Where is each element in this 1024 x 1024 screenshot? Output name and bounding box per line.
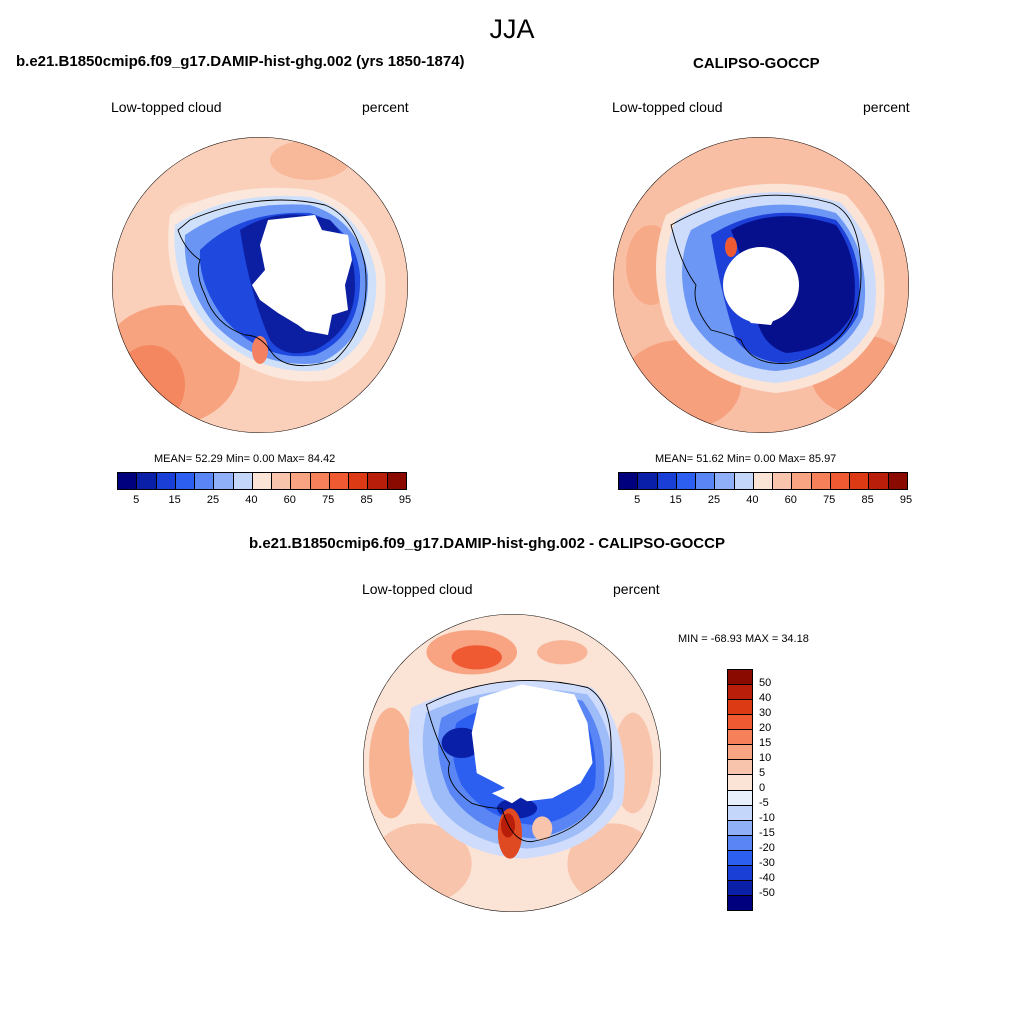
panel-2-colorbar-swatch [887,473,907,489]
panel-3-colorbar-tick-label: -5 [759,797,769,809]
panel-2-colorbar-swatch [619,473,638,489]
panel-1-colorbar-swatch [328,473,349,489]
panel-2-colorbar-tick-label: 25 [707,494,721,506]
panel-3-colorbar-tick-label: -20 [759,842,775,854]
panel-3-colorbar-swatch [728,819,752,835]
panel-3-stats: MIN = -68.93 MAX = 34.18 [678,633,809,645]
panel-3-colorbar-swatch [728,804,752,820]
panel-3-colorbar-swatch [728,670,752,685]
panel-2-variable-label: Low-topped cloud [612,99,723,115]
panel-3-colorbar-tick-label: -15 [759,827,775,839]
panel-2-colorbar-swatch [656,473,676,489]
panel-1-colorbar-swatch [194,473,214,489]
panel-3-colorbar-tick-label: -50 [759,887,775,899]
panel-1-colorbar [117,472,407,490]
panel-1-colorbar-swatch [367,473,387,489]
panel-1-colorbar-swatch [386,473,406,489]
panel-2-colorbar-swatch [829,473,850,489]
panel-2-colorbar-swatch [637,473,657,489]
panel-3-title: b.e21.B1850cmip6.f09_g17.DAMIP-hist-ghg.… [249,535,725,552]
panel-2-colorbar-swatch [791,473,811,489]
panel-1-colorbar-tick-label: 60 [283,494,296,506]
panel-3-colorbar-swatch [728,789,752,805]
panel-2-colorbar-tick-label: 75 [823,494,836,506]
panel-3-colorbar-tick-label: 20 [759,722,772,734]
panel-2-colorbar-tick-label: 85 [861,494,874,506]
panel-3-colorbar-tick-label: 30 [759,707,772,719]
panel-2-colorbar-tick-label: 5 [634,494,641,506]
panel-2-stats: MEAN= 51.62 Min= 0.00 Max= 85.97 [655,453,837,465]
panel-3-colorbar [727,669,753,911]
panel-1-colorbar-swatch [309,473,329,489]
panel-2-polar-map [613,137,909,433]
panel-1-colorbar-swatch [213,473,233,489]
panel-3-colorbar-swatch [728,774,752,790]
panel-2-colorbar-swatch [772,473,792,489]
panel-1-colorbar-tick-label: 40 [245,494,258,506]
panel-1-colorbar-tick-label: 95 [398,494,412,506]
panel-1-colorbar-swatch [136,473,156,489]
main-title: JJA [489,14,535,44]
panel-3-polar-map [363,614,661,912]
panel-2-colorbar [618,472,908,490]
panel-3-variable-label: Low-topped cloud [362,581,473,597]
panel-1-colorbar-tick-label: 15 [168,494,181,506]
panel-1-title: b.e21.B1850cmip6.f09_g17.DAMIP-hist-ghg.… [16,53,465,70]
panel-1-colorbar-tick-label: 85 [360,494,373,506]
panel-3-colorbar-tick-label: -30 [759,857,775,869]
panel-1-colorbar-swatch [174,473,195,489]
panel-1-colorbar-tick-label: 5 [133,494,140,506]
panel-1-variable-label: Low-topped cloud [111,99,222,115]
panel-1-polar-map [112,137,408,433]
panel-3-colorbar-swatch [728,864,752,880]
panel-3-colorbar-tick-label: -10 [759,812,775,824]
panel-3-colorbar-tick-label: 40 [759,692,772,704]
panel-1-colorbar-swatch [290,473,310,489]
panel-2-units-label: percent [863,99,910,115]
panel-3-colorbar-swatch [728,759,752,775]
panel-3-colorbar-swatch [728,834,752,850]
panel-1-colorbar-swatch [271,473,291,489]
panel-2-colorbar-tick-label: 40 [746,494,759,506]
panel-2-colorbar-tick-label: 95 [899,494,913,506]
panel-2-colorbar-tick-label: 15 [669,494,682,506]
panel-3-colorbar-tick-label: 50 [759,677,772,689]
panel-1-stats: MEAN= 52.29 Min= 0.00 Max= 84.42 [154,453,336,465]
panel-3-colorbar-tick-label: 15 [759,737,772,749]
panel-2-colorbar-swatch [733,473,753,489]
panel-2-colorbar-swatch [868,473,888,489]
panel-1-colorbar-swatch [348,473,368,489]
panel-3-units-label: percent [613,581,660,597]
panel-2-title: CALIPSO-GOCCP [693,55,820,72]
panel-3-colorbar-swatch [728,849,752,865]
panel-3-colorbar-tick-label: 0 [759,782,766,794]
panel-1-colorbar-tick-label: 75 [322,494,335,506]
panel-3-colorbar-swatch [728,714,752,730]
panel-2-colorbar-swatch [810,473,830,489]
panel-1-colorbar-swatch [118,473,137,489]
panel-3-colorbar-swatch [728,729,752,745]
panel-3-colorbar-swatch [728,744,752,760]
panel-2-colorbar-tick-label: 60 [784,494,797,506]
panel-3-colorbar-swatch [728,684,752,700]
panel-1-colorbar-swatch [155,473,175,489]
panel-3-colorbar-tick-label: 10 [759,752,772,764]
panel-1-colorbar-swatch [232,473,252,489]
panel-2-colorbar-swatch [849,473,869,489]
panel-2-colorbar-swatch [714,473,734,489]
panel-2-colorbar-swatch [675,473,696,489]
panel-1-colorbar-swatch [251,473,272,489]
panel-1-units-label: percent [362,99,409,115]
panel-3-colorbar-swatch [728,879,752,895]
panel-2-colorbar-swatch [695,473,715,489]
panel-2-colorbar-swatch [752,473,773,489]
panel-3-colorbar-tick-label: -40 [759,872,775,884]
panel-3-colorbar-swatch [728,699,752,715]
panel-3-colorbar-tick-label: 5 [759,767,766,779]
panel-3-colorbar-swatch [728,894,752,910]
panel-1-colorbar-tick-label: 25 [206,494,220,506]
